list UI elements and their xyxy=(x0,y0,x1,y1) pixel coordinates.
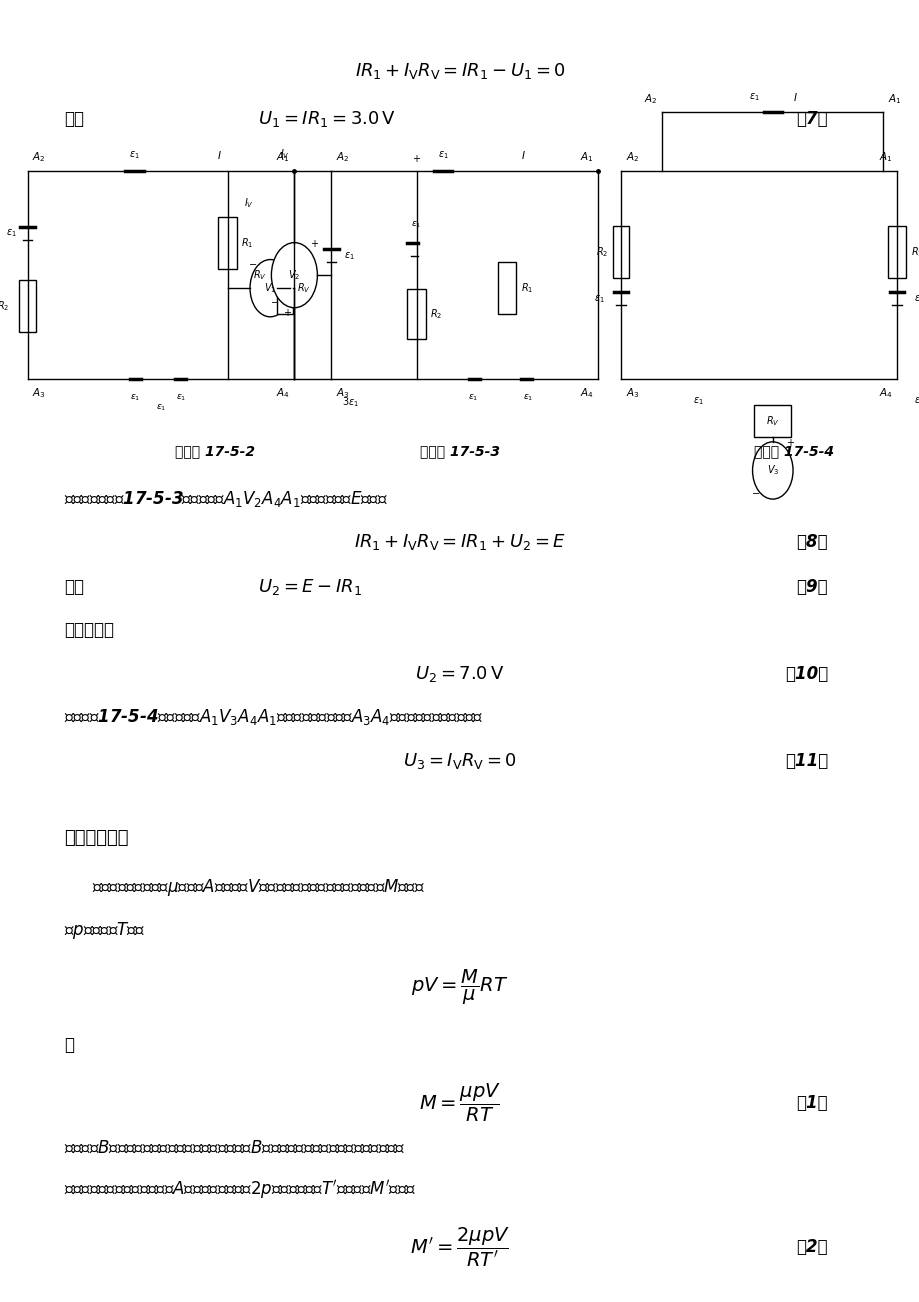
Text: $-$: $-$ xyxy=(269,296,278,306)
Text: $A_2$: $A_2$ xyxy=(625,151,639,164)
Text: $R_V$: $R_V$ xyxy=(297,281,311,296)
Text: 图预解 17-5-4: 图预解 17-5-4 xyxy=(754,444,834,458)
Text: $V_3$: $V_3$ xyxy=(766,464,778,478)
Text: $I$: $I$ xyxy=(792,91,798,103)
Text: 六、参考解答: 六、参考解答 xyxy=(64,829,129,846)
FancyBboxPatch shape xyxy=(277,262,293,314)
Text: $V_1$: $V_1$ xyxy=(264,281,276,296)
Text: $\varepsilon_1$: $\varepsilon_1$ xyxy=(129,148,140,160)
Circle shape xyxy=(752,441,792,499)
Text: $\varepsilon_1$: $\varepsilon_1$ xyxy=(593,293,604,305)
Text: （2）: （2） xyxy=(796,1238,827,1256)
Text: $A_1$: $A_1$ xyxy=(579,151,593,164)
Text: $\varepsilon_1$: $\varepsilon_1$ xyxy=(6,228,17,240)
Text: $A_4$: $A_4$ xyxy=(276,385,289,400)
Text: $\varepsilon_1$: $\varepsilon_1$ xyxy=(176,392,187,402)
FancyBboxPatch shape xyxy=(19,280,36,332)
Text: （11）: （11） xyxy=(784,751,827,769)
Text: （1）: （1） xyxy=(796,1094,827,1112)
Text: $A_1$: $A_1$ xyxy=(878,151,891,164)
Text: $U_3 = I_\mathrm{V}R_\mathrm{V} = 0$: $U_3 = I_\mathrm{V}R_\mathrm{V} = 0$ xyxy=(403,751,516,771)
Text: $\varepsilon_1$: $\varepsilon_1$ xyxy=(437,148,448,160)
Text: $3\varepsilon_1$: $3\varepsilon_1$ xyxy=(342,395,359,409)
Text: $R_2$: $R_2$ xyxy=(430,307,442,322)
Circle shape xyxy=(271,242,317,307)
Text: 图预解 17-5-2: 图预解 17-5-2 xyxy=(175,444,255,458)
Text: 同理，如图预解17-5-3所示，回路$A_1V_2A_4A_1$的总电动势为$E$，故有: 同理，如图预解17-5-3所示，回路$A_1V_2A_4A_1$的总电动势为$E… xyxy=(64,488,388,509)
Text: $R_1$: $R_1$ xyxy=(241,236,254,250)
Text: （9）: （9） xyxy=(796,578,827,595)
Text: $A_3$: $A_3$ xyxy=(32,385,46,400)
Text: $+$: $+$ xyxy=(310,237,319,249)
FancyBboxPatch shape xyxy=(219,216,237,268)
Text: 图预解 17-5-3: 图预解 17-5-3 xyxy=(420,444,499,458)
Text: $\varepsilon_1$: $\varepsilon_1$ xyxy=(692,395,703,406)
Text: $R_2$: $R_2$ xyxy=(596,245,607,259)
Text: 为$p$，温度为$T$。由: 为$p$，温度为$T$。由 xyxy=(64,921,146,941)
Text: $M' = \dfrac{2\mu pV}{RT'}$: $M' = \dfrac{2\mu pV}{RT'}$ xyxy=(410,1225,509,1269)
Text: 如图预解17-5-4所示，回路$A_1V_3A_4A_1$的总电动势为零，而$A_3A_4$边中的电阻又为零，故有: 如图预解17-5-4所示，回路$A_1V_3A_4A_1$的总电动势为零，而$A… xyxy=(64,707,483,728)
Text: $A_4$: $A_4$ xyxy=(579,385,593,400)
Text: $R_1$: $R_1$ xyxy=(910,245,919,259)
Text: 因为容器$B$很大，所以在题中所述的过程中，容器$B$中气体的压强和温度皆可视为不变。根: 因为容器$B$很大，所以在题中所述的过程中，容器$B$中气体的压强和温度皆可视为… xyxy=(64,1138,405,1156)
Text: 解得: 解得 xyxy=(64,111,85,129)
Text: $A_3$: $A_3$ xyxy=(335,385,349,400)
Text: $IR_1 + I_\mathrm{V}R_\mathrm{V} = IR_1 + U_2 = E$: $IR_1 + I_\mathrm{V}R_\mathrm{V} = IR_1 … xyxy=(354,533,565,552)
Text: $\varepsilon_1$: $\varepsilon_1$ xyxy=(748,91,759,103)
Text: $I$: $I$ xyxy=(520,148,525,160)
Text: $\varepsilon_1$: $\varepsilon_1$ xyxy=(913,293,919,305)
Text: $A_2$: $A_2$ xyxy=(335,151,349,164)
Text: 得: 得 xyxy=(64,1036,74,1055)
Text: $M = \dfrac{\mu pV}{RT}$: $M = \dfrac{\mu pV}{RT}$ xyxy=(418,1082,501,1124)
Text: $U_2 = 7.0\,\mathrm{V}$: $U_2 = 7.0\,\mathrm{V}$ xyxy=(414,664,505,684)
Text: $R_2$: $R_2$ xyxy=(0,299,9,314)
Text: 代入数据得: 代入数据得 xyxy=(64,621,114,639)
Text: $-$: $-$ xyxy=(750,487,759,497)
FancyBboxPatch shape xyxy=(887,225,905,277)
Text: $+$: $+$ xyxy=(785,436,794,448)
Text: （7）: （7） xyxy=(796,111,827,129)
Text: $\varepsilon_1$: $\varepsilon_1$ xyxy=(130,392,140,402)
Text: $A_2$: $A_2$ xyxy=(643,92,657,105)
Text: $\varepsilon_1$: $\varepsilon_1$ xyxy=(411,219,421,229)
Text: $A_2$: $A_2$ xyxy=(32,151,46,164)
Text: $I_V$: $I_V$ xyxy=(280,147,289,160)
Circle shape xyxy=(250,259,290,316)
Text: $+$: $+$ xyxy=(412,154,421,164)
Text: $U_2 = E - IR_1$: $U_2 = E - IR_1$ xyxy=(257,577,361,596)
Text: 解得: 解得 xyxy=(64,578,85,595)
FancyBboxPatch shape xyxy=(497,262,516,314)
FancyBboxPatch shape xyxy=(612,225,629,277)
Text: $\varepsilon_1$: $\varepsilon_1$ xyxy=(522,392,532,402)
FancyBboxPatch shape xyxy=(754,405,790,437)
Text: $I_V$: $I_V$ xyxy=(244,197,254,211)
Text: $R_V$: $R_V$ xyxy=(253,268,267,283)
Text: $A_3$: $A_3$ xyxy=(625,385,639,400)
Text: $pV = \dfrac{M}{\mu}RT$: $pV = \dfrac{M}{\mu}RT$ xyxy=(411,969,508,1008)
Text: $A_1$: $A_1$ xyxy=(887,92,901,105)
Text: （8）: （8） xyxy=(796,533,827,551)
Text: $\varepsilon_1$: $\varepsilon_1$ xyxy=(913,395,919,406)
Text: （10）: （10） xyxy=(784,664,827,682)
Text: $A_1$: $A_1$ xyxy=(276,151,289,164)
Text: 设气体的摩尔质量为$\mu$，容器$A$的体积为$V$，阀门打开前，其中气体的质量为$M$。压强: 设气体的摩尔质量为$\mu$，容器$A$的体积为$V$，阀门打开前，其中气体的质… xyxy=(92,878,425,898)
FancyBboxPatch shape xyxy=(407,289,425,339)
Text: 据题意，打开阀门又关闭后，$A$中气体的压强变为$2p$，若其温度为$T'$，质量为$M'$，则有: 据题意，打开阀门又关闭后，$A$中气体的压强变为$2p$，若其温度为$T'$，质… xyxy=(64,1178,416,1202)
Text: $I$: $I$ xyxy=(217,148,221,160)
Text: $\varepsilon_1$: $\varepsilon_1$ xyxy=(155,402,166,413)
Text: $A_4$: $A_4$ xyxy=(878,385,891,400)
Text: $R_1$: $R_1$ xyxy=(520,281,533,296)
Text: $U_1 = IR_1 = 3.0\,\mathrm{V}$: $U_1 = IR_1 = 3.0\,\mathrm{V}$ xyxy=(257,109,395,129)
Text: $IR_1 + I_\mathrm{V}R_\mathrm{V} = IR_1 - U_1 = 0$: $IR_1 + I_\mathrm{V}R_\mathrm{V} = IR_1 … xyxy=(354,61,565,81)
Text: $\varepsilon_1$: $\varepsilon_1$ xyxy=(344,250,355,262)
Text: $\varepsilon_1$: $\varepsilon_1$ xyxy=(468,392,478,402)
Text: $V_2$: $V_2$ xyxy=(288,268,301,283)
Text: $-$: $-$ xyxy=(248,259,257,268)
Text: $R_V$: $R_V$ xyxy=(766,414,778,428)
Text: $+$: $+$ xyxy=(283,307,292,319)
